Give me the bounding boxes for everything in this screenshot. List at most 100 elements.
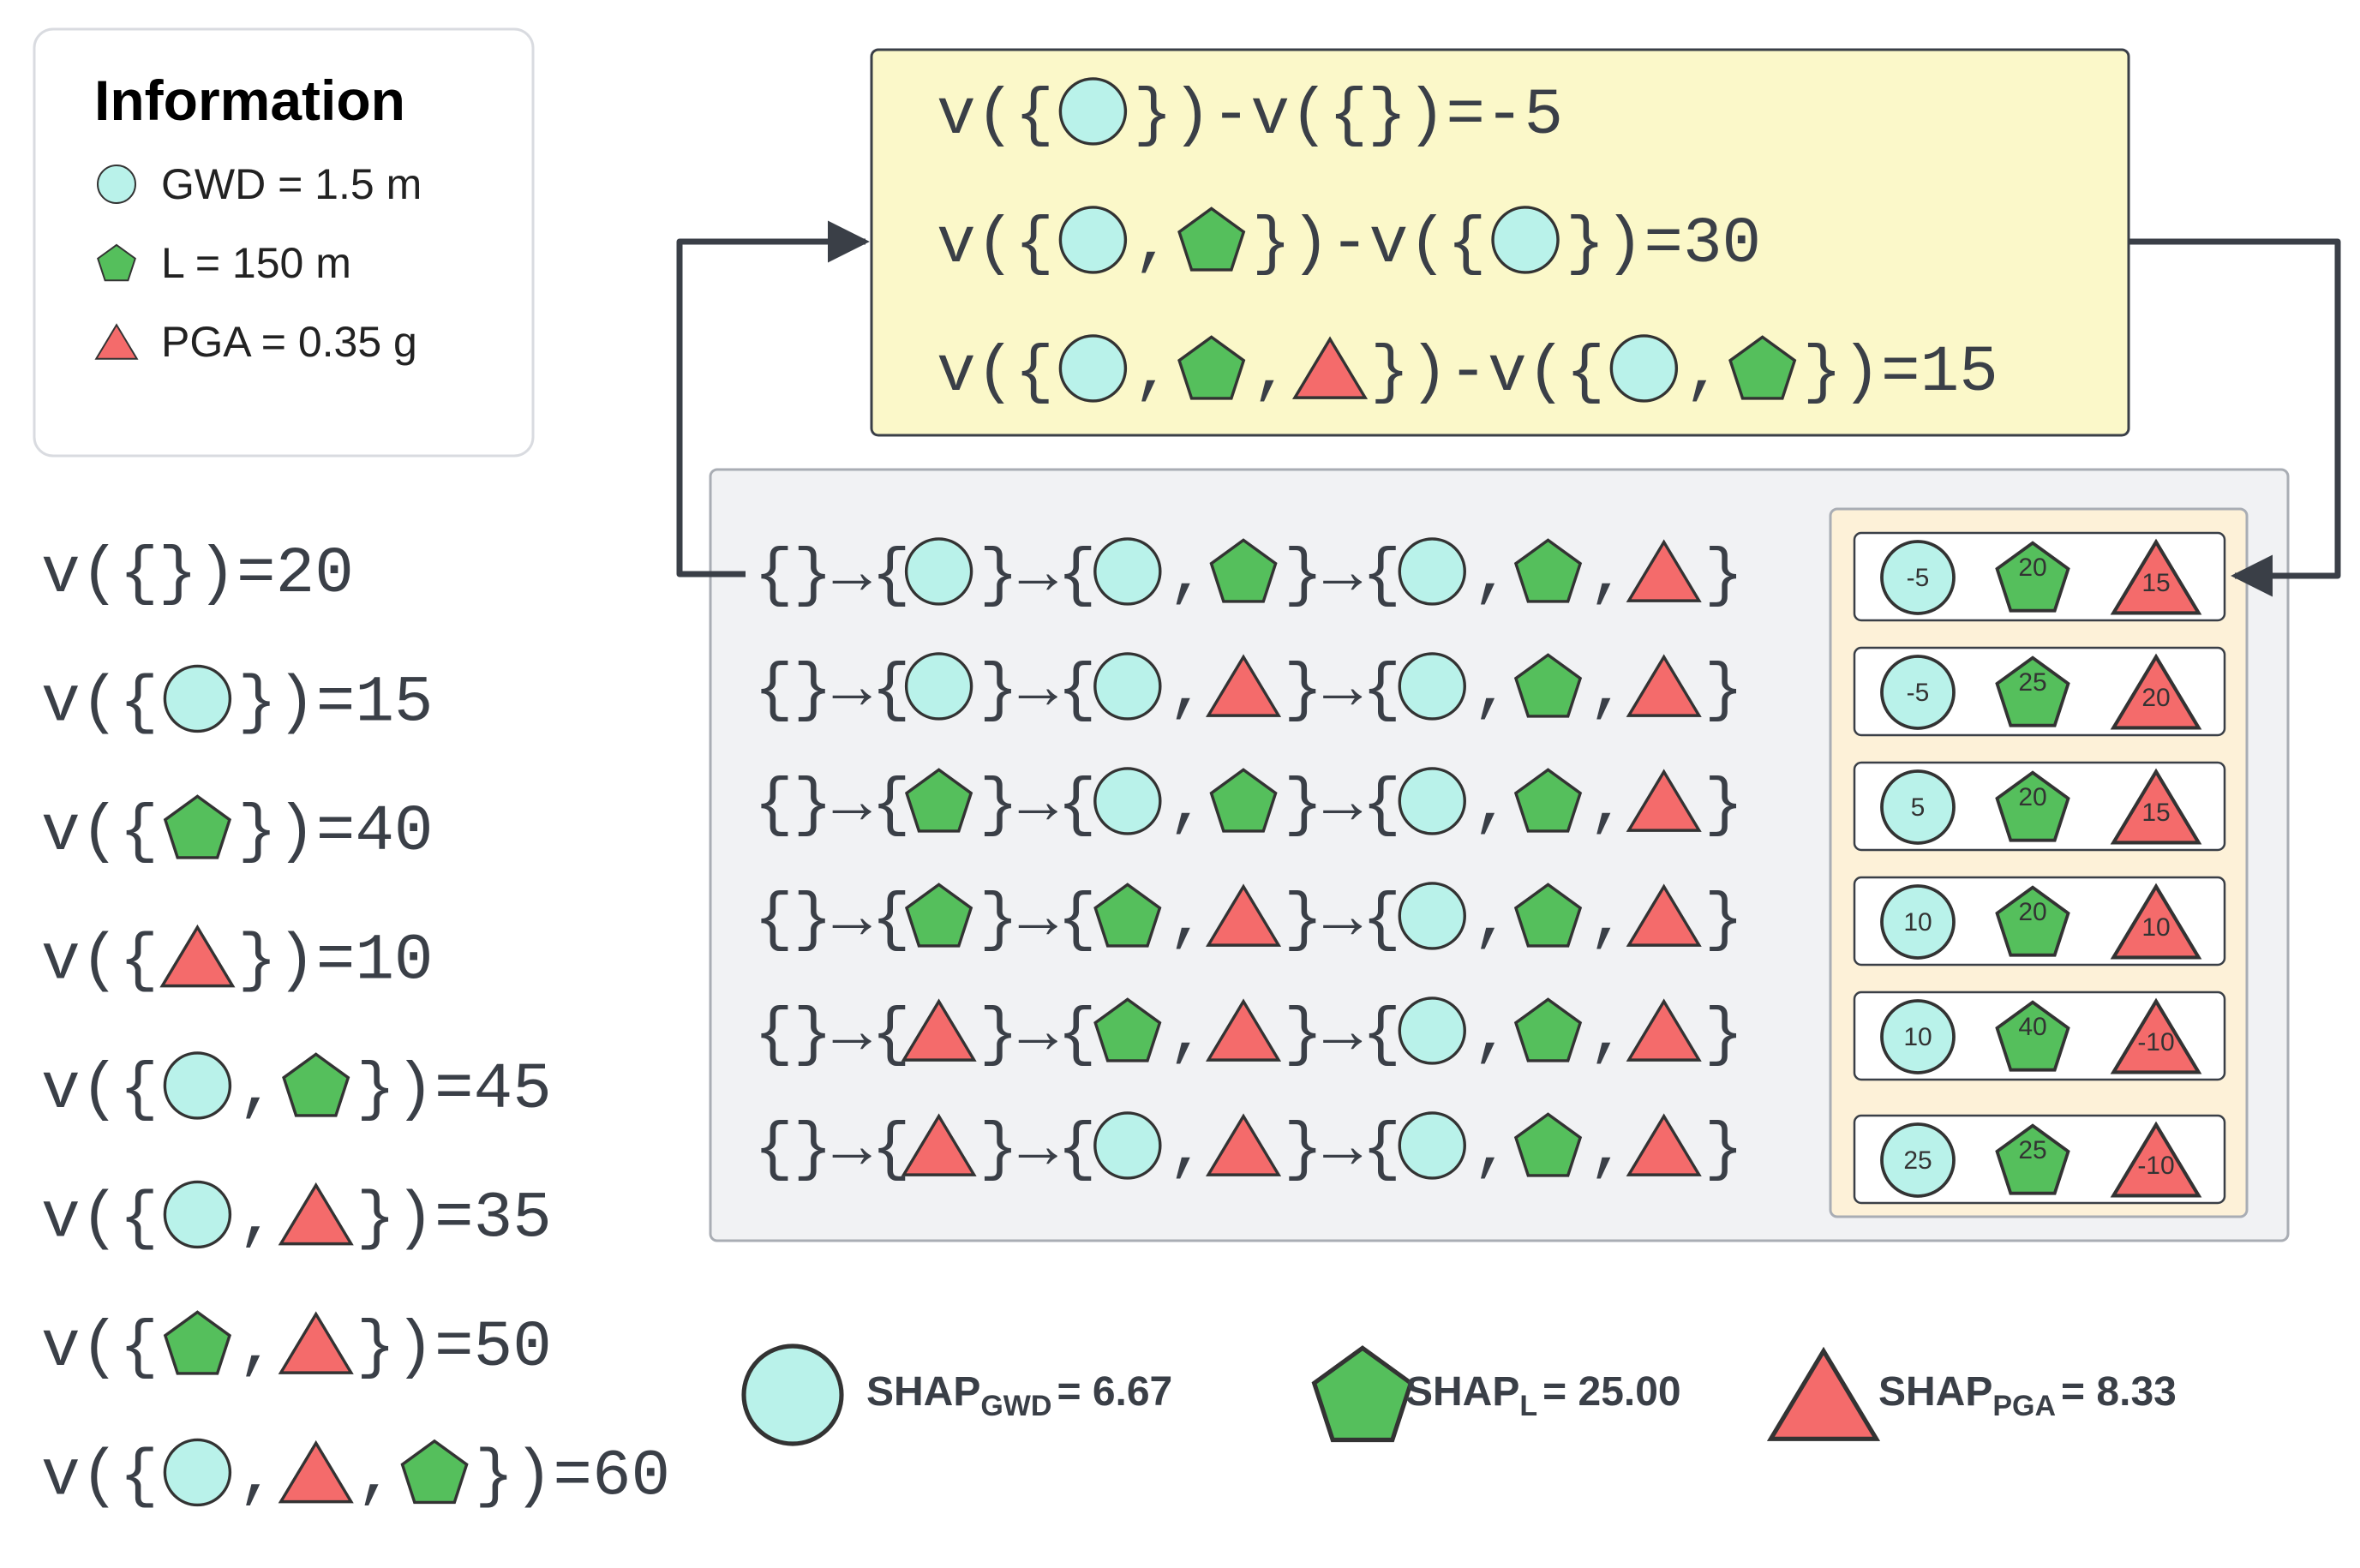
shap-value: = 8.33 [2061,1369,2177,1415]
pentagon-icon [904,883,973,948]
arrow-to-contribution-panel [2129,238,2341,597]
circle-icon [1093,1111,1162,1180]
legend-item: PGA = 0.35 g [94,318,417,366]
formula-text: , [1168,1113,1207,1187]
contribution-value: 5 [1911,793,1926,822]
legend-item: GWD = 1.5 m [97,160,422,208]
pentagon-icon [1995,1123,2070,1195]
marginal-example: v({})-v({})= -5 [937,77,1563,153]
circle-icon [1398,537,1466,606]
formula-text: , [1168,883,1207,957]
triangle-icon [1626,883,1702,947]
value-text: 60 [592,1440,670,1514]
shap-result-gwd: SHAPGWD = 6.67 [741,1344,1172,1446]
pentagon-icon [400,1439,469,1505]
pentagon-icon [1209,538,1278,603]
circle-icon [1880,999,1956,1074]
value-text: 50 [474,1311,552,1385]
pentagon-icon [1093,997,1162,1062]
formula-text: }→{ [979,769,1097,842]
pentagon-icon [1513,538,1583,603]
circle-icon [1609,334,1679,403]
permutation-row: {}→{}→{,}→{,,} 25 25 -10 [754,1111,2226,1205]
triangle-icon [901,998,977,1062]
contribution-value: 20 [2141,684,2170,712]
shap-label: SHAPPGA = 8.33 [1878,1369,2177,1422]
circle-icon [1880,655,1956,730]
triangle-icon [94,323,139,360]
pentagon-icon [1513,883,1583,948]
shap-value: = 25.00 [1542,1369,1680,1415]
circle-icon [1058,77,1128,146]
formula-text: , [238,1311,278,1385]
triangle-icon [1291,336,1369,399]
pentagon-icon [1177,335,1246,400]
circle-icon [163,1180,232,1249]
formula-text: , [238,1053,278,1127]
pentagon-icon [1513,768,1583,833]
value-function-row: v({})= 10 [41,925,434,998]
pentagon-icon [1995,770,2070,842]
circle-icon [741,1344,844,1446]
permutation-row: {}→{}→{,}→{,,} 10 40 -10 [754,990,2226,1081]
circle-icon [163,1438,232,1507]
marginal-example: v({,})-v({})= 30 [937,206,1761,281]
shap-prefix: SHAP [1405,1369,1519,1415]
formula-text: })= [356,1311,474,1385]
circle-icon [1398,767,1466,835]
value-text: 30 [1683,207,1761,281]
value-text: 20 [276,537,354,611]
formula-text: v({ [937,79,1054,153]
shap-value: = 6.67 [1057,1369,1172,1415]
triangle-icon [1205,998,1282,1062]
contribution-value: 25 [1903,1146,1932,1175]
permutation-row: {}→{}→{,}→{,,} 10 20 10 [754,876,2226,967]
value-function-row: v({})= 40 [41,794,434,869]
shap-prefix: SHAP [1878,1369,1992,1415]
formula-text: {}→{ [754,654,910,727]
formula-text: }→{ [979,539,1097,613]
formula-text: }→{ [979,883,1097,957]
formula-text: }→{ [1284,539,1401,613]
formula-text: v({ [41,795,159,869]
contribution-value: 15 [2141,799,2170,827]
triangle-icon [1205,883,1282,947]
triangle-icon [1205,1113,1282,1176]
triangle-icon [2110,1121,2202,1198]
formula-text: })= [1803,336,1920,410]
circle-icon [1398,652,1466,721]
value-text: 35 [474,1182,552,1256]
formula-text: } [1704,539,1744,613]
triangle-icon [278,1311,354,1374]
legend-box [33,27,535,458]
triangle-icon [278,1182,354,1246]
triangle-icon [1626,769,1702,832]
marginal-example: v({,,})-v({,})= 15 [937,334,1998,410]
arrow-to-marginal-box [676,220,870,578]
pentagon-icon [163,794,232,859]
contribution-value: 20 [2018,898,2046,926]
value-text: 10 [355,925,433,998]
formula-text: } [1704,654,1744,727]
formula-text: })-v({ [1134,79,1369,153]
formula-text: , [1168,998,1207,1072]
pentagon-icon [1995,655,2070,727]
formula-text: {}→{ [754,1113,910,1187]
pentagon-icon [1995,1000,2070,1072]
contribution-value: 25 [2018,1136,2046,1164]
formula-text: {}→{ [754,998,910,1072]
formula-text: })= [238,795,356,869]
shap-label: SHAPGWD = 6.67 [866,1369,1172,1422]
value-text: 15 [1920,336,1998,410]
formula-text: , [1134,207,1173,281]
formula-text: v({ [41,537,159,611]
formula-text: , [1589,539,1628,613]
formula-text: })= [238,925,356,998]
formula-text: v({ [41,667,159,740]
contribution-value: -5 [1907,564,1930,592]
formula-text: {}→{ [754,769,910,842]
pentagon-icon [1093,883,1162,948]
circle-icon [1880,884,1956,960]
formula-text: , [1472,883,1512,957]
circle-icon [904,652,973,721]
